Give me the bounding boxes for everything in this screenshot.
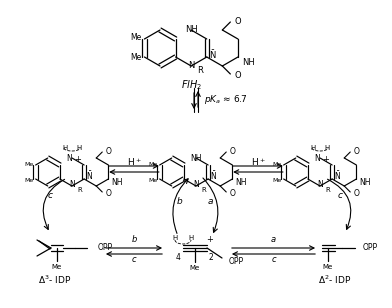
- Text: +: +: [207, 236, 213, 245]
- Text: N: N: [69, 180, 75, 189]
- Text: Me: Me: [272, 177, 281, 183]
- Text: c: c: [271, 256, 276, 265]
- Text: Me: Me: [272, 161, 281, 167]
- Text: NH: NH: [185, 25, 198, 34]
- Text: R: R: [77, 187, 82, 193]
- Text: $\bar{\rm N}$: $\bar{\rm N}$: [210, 169, 217, 182]
- Text: c: c: [338, 192, 343, 201]
- Text: N: N: [314, 154, 320, 163]
- Text: N: N: [193, 180, 199, 189]
- Text: N: N: [66, 154, 72, 163]
- Text: $\bar{\rm N}$: $\bar{\rm N}$: [209, 48, 216, 61]
- Text: FlH$_2$: FlH$_2$: [181, 78, 202, 92]
- Text: O: O: [229, 147, 235, 156]
- Text: N: N: [188, 61, 194, 70]
- Text: H$^+$: H$^+$: [250, 156, 265, 168]
- Text: $\bar{\rm N}$: $\bar{\rm N}$: [334, 169, 341, 182]
- Text: O: O: [105, 188, 111, 197]
- Text: b: b: [131, 236, 137, 245]
- Text: H: H: [310, 145, 316, 151]
- Text: OPP: OPP: [98, 244, 113, 253]
- Text: O: O: [105, 147, 111, 156]
- Text: Me: Me: [52, 264, 62, 270]
- Text: +: +: [323, 155, 329, 164]
- Text: a: a: [208, 197, 214, 206]
- Text: $\Delta^3$- IDP: $\Delta^3$- IDP: [38, 274, 72, 286]
- Text: $pK_a$ ≈ 6.7: $pK_a$ ≈ 6.7: [204, 94, 248, 107]
- Text: $\Delta^2$- IDP: $\Delta^2$- IDP: [318, 274, 352, 286]
- Text: +: +: [74, 155, 82, 164]
- Text: H: H: [188, 235, 193, 241]
- Text: H: H: [324, 145, 330, 151]
- Text: OPP: OPP: [363, 244, 378, 253]
- Text: 4: 4: [176, 253, 181, 262]
- Text: Me: Me: [323, 264, 333, 270]
- Text: $\bar{\rm N}$: $\bar{\rm N}$: [86, 169, 93, 182]
- Text: H$^+$: H$^+$: [127, 156, 142, 168]
- Text: H: H: [173, 235, 178, 241]
- Text: NH: NH: [190, 154, 202, 163]
- Text: O: O: [353, 188, 359, 197]
- Text: N: N: [317, 180, 323, 189]
- Text: H: H: [76, 145, 82, 151]
- Text: NH: NH: [111, 178, 123, 187]
- Text: Me: Me: [190, 265, 200, 271]
- Text: NH: NH: [242, 58, 255, 67]
- Text: Me: Me: [149, 177, 158, 183]
- Text: Me: Me: [130, 54, 142, 63]
- Text: b: b: [176, 197, 182, 206]
- Text: Me: Me: [24, 161, 34, 167]
- Text: OPP: OPP: [229, 257, 244, 265]
- Text: O: O: [234, 17, 241, 26]
- Text: c: c: [132, 256, 136, 265]
- Text: O: O: [229, 188, 235, 197]
- Text: Me: Me: [24, 177, 34, 183]
- Text: Me: Me: [130, 34, 142, 43]
- Text: H: H: [62, 145, 68, 151]
- Text: a: a: [271, 236, 276, 245]
- Text: c: c: [47, 192, 53, 201]
- Text: O: O: [234, 71, 241, 79]
- Text: R: R: [197, 66, 203, 75]
- Text: 2: 2: [209, 253, 214, 262]
- Text: NH: NH: [359, 178, 371, 187]
- Text: R: R: [201, 187, 206, 193]
- Text: O: O: [353, 147, 359, 156]
- Text: NH: NH: [235, 178, 247, 187]
- Text: R: R: [325, 187, 330, 193]
- Text: Me: Me: [149, 161, 158, 167]
